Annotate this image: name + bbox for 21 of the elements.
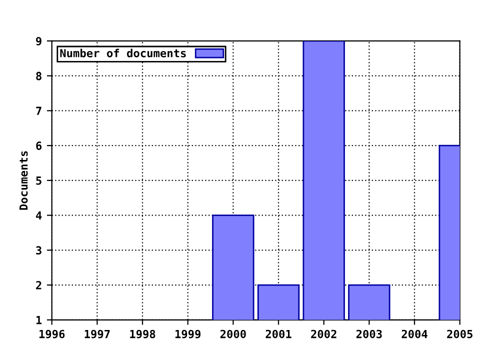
- x-tick-label: 2002: [311, 330, 336, 338]
- x-tick-label: 1997: [84, 330, 110, 338]
- y-tick-label: 4: [36, 211, 42, 220]
- y-tick-label: 2: [36, 281, 42, 290]
- x-tick-label: 2003: [356, 330, 382, 338]
- y-tick-label: 9: [36, 36, 42, 46]
- y-tick-label: 6: [36, 142, 42, 150]
- x-tick-label: 2000: [220, 330, 246, 338]
- y-tick-label: 7: [36, 106, 42, 115]
- y-axis-title: Documents: [19, 151, 28, 210]
- y-tick-label: 8: [36, 72, 42, 80]
- legend-label: Number of documents: [60, 48, 186, 58]
- x-tick-label: 2001: [266, 330, 292, 338]
- x-tick-label: 1996: [39, 330, 65, 338]
- x-tick-label: 2004: [402, 330, 428, 338]
- x-tick-label: 2005: [447, 330, 472, 338]
- y-tick-label: 5: [36, 176, 42, 185]
- x-tick-label: 1999: [175, 330, 201, 338]
- y-tick-label: 3: [36, 246, 42, 255]
- x-tick-label: 1998: [130, 330, 156, 338]
- y-tick-label: 1: [36, 316, 42, 324]
